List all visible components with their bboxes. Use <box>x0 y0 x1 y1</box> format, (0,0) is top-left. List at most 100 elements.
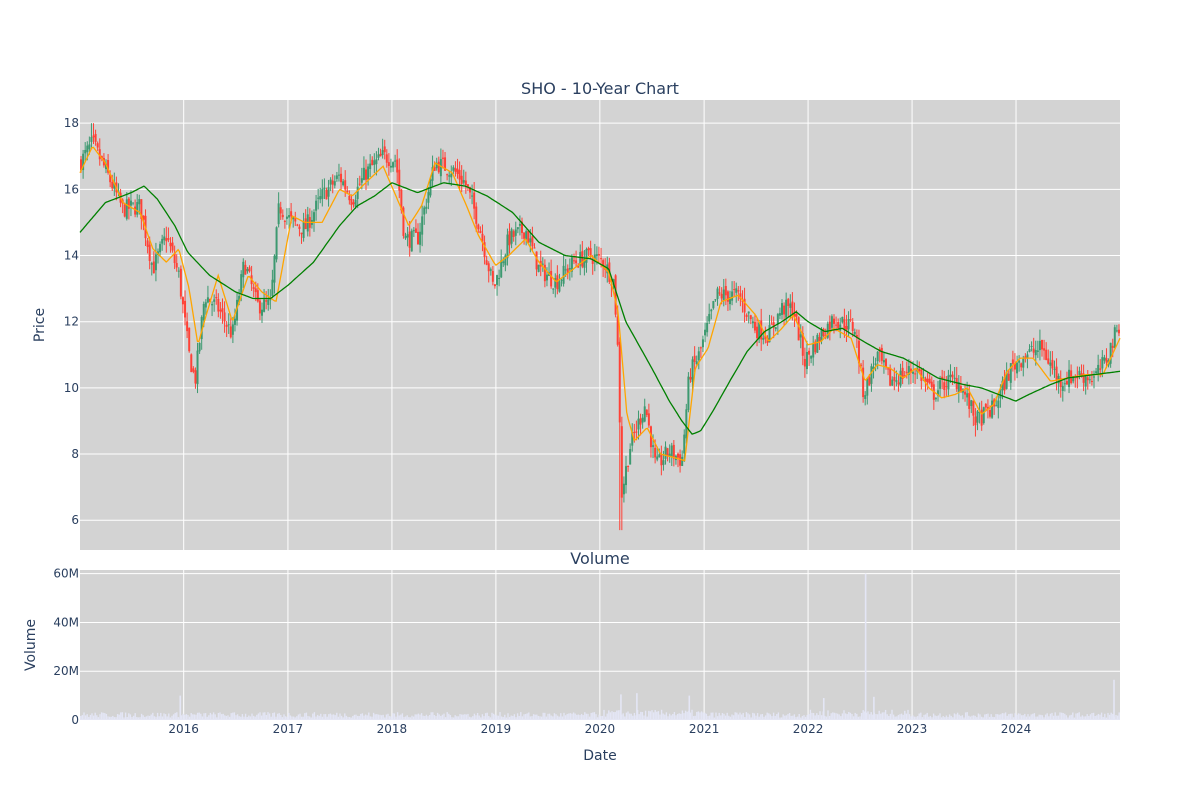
candle-body <box>84 149 87 154</box>
candle-body <box>529 238 532 243</box>
candle-body <box>693 355 696 362</box>
candle-body <box>441 157 444 159</box>
candle-body <box>820 330 823 342</box>
candle-body <box>321 189 324 199</box>
candle-body <box>408 231 411 248</box>
candle-body <box>895 380 898 383</box>
candle-body <box>868 377 871 386</box>
candle-body <box>335 175 338 179</box>
candle-body <box>712 301 715 309</box>
candle-body <box>581 251 584 267</box>
candle-body <box>593 254 596 262</box>
candle-body <box>753 321 756 331</box>
candle-body <box>564 269 567 271</box>
candle-body <box>568 267 571 270</box>
candle-body <box>448 175 451 177</box>
candle-body <box>741 300 744 302</box>
candle-body <box>142 215 145 220</box>
candle-body <box>277 203 280 225</box>
candle-body <box>177 270 180 272</box>
candle-body <box>997 400 1000 408</box>
candle-body <box>778 313 781 316</box>
candle-body <box>595 254 598 256</box>
candle-body <box>1005 372 1008 389</box>
candle-body <box>148 244 151 261</box>
candle-body <box>812 343 815 358</box>
candle-body <box>768 325 771 343</box>
candle-body <box>1018 360 1021 363</box>
candle-body <box>254 288 257 293</box>
candle-body <box>677 453 679 458</box>
candle-body <box>231 324 234 335</box>
price-candlesticks <box>80 123 1120 531</box>
candle-body <box>922 377 925 379</box>
candle-body <box>136 202 139 215</box>
candle-body <box>880 347 883 361</box>
candle-body <box>96 143 99 148</box>
candle-body <box>830 316 833 328</box>
candle-body <box>566 268 569 274</box>
candle-body <box>656 456 659 460</box>
candle-body <box>845 326 848 331</box>
candle-body <box>369 163 372 170</box>
candle-body <box>167 238 170 240</box>
candle-body <box>720 293 723 299</box>
candle-body <box>774 327 777 330</box>
candle-body <box>460 175 463 184</box>
candle-body <box>159 244 162 253</box>
volume-chart-title: Volume <box>570 549 630 568</box>
candle-body <box>847 319 850 330</box>
candle-body <box>211 304 214 306</box>
candle-body <box>907 366 910 375</box>
candle-body <box>398 169 401 191</box>
candle-body <box>1061 385 1064 392</box>
candle-body <box>1032 348 1035 353</box>
candle-body <box>1109 342 1112 364</box>
candle-body <box>196 350 199 385</box>
candle-body <box>521 221 523 233</box>
candle-body <box>329 179 332 185</box>
candle-body <box>835 324 838 326</box>
candle-body <box>302 221 305 238</box>
candle-body <box>173 253 176 264</box>
candle-body <box>670 445 673 457</box>
candle-body <box>756 326 759 339</box>
candle-body <box>439 159 442 177</box>
candle-body <box>966 393 969 398</box>
candle-body <box>637 418 640 430</box>
candle-body <box>379 153 382 157</box>
candle-body <box>945 386 948 388</box>
candle-body <box>912 371 915 374</box>
candle-body <box>181 297 184 305</box>
candle-body <box>496 275 499 285</box>
candle-body <box>533 247 536 249</box>
candle-body <box>190 354 193 373</box>
candle-body <box>506 234 509 259</box>
candle-body <box>587 248 590 251</box>
price-y-tick-label: 12 <box>64 315 79 329</box>
price-y-tick-label: 10 <box>64 381 79 395</box>
candle-body <box>622 483 625 495</box>
candle-body <box>531 236 534 247</box>
candle-body <box>666 448 669 456</box>
volume-y-tick-labels: 0 20M 40M 60M <box>53 567 79 727</box>
candle-body <box>887 368 890 370</box>
candle-body <box>129 200 132 206</box>
candle-body <box>229 326 232 338</box>
candle-body <box>512 231 515 238</box>
candle-body <box>202 303 205 321</box>
candle-body <box>473 192 476 209</box>
candle-body <box>146 240 149 247</box>
volume-y-tick-label: 0 <box>71 713 79 727</box>
price-y-tick-label: 8 <box>71 447 79 461</box>
candle-body <box>704 329 707 336</box>
candle-body <box>525 231 528 240</box>
price-y-axis-title: Price <box>32 308 48 342</box>
candle-body <box>710 309 713 312</box>
candle-body <box>327 187 330 197</box>
moving-average-lines <box>79 146 1121 462</box>
candle-body <box>477 224 480 230</box>
candle-body <box>337 174 340 176</box>
candle-body <box>683 434 686 454</box>
